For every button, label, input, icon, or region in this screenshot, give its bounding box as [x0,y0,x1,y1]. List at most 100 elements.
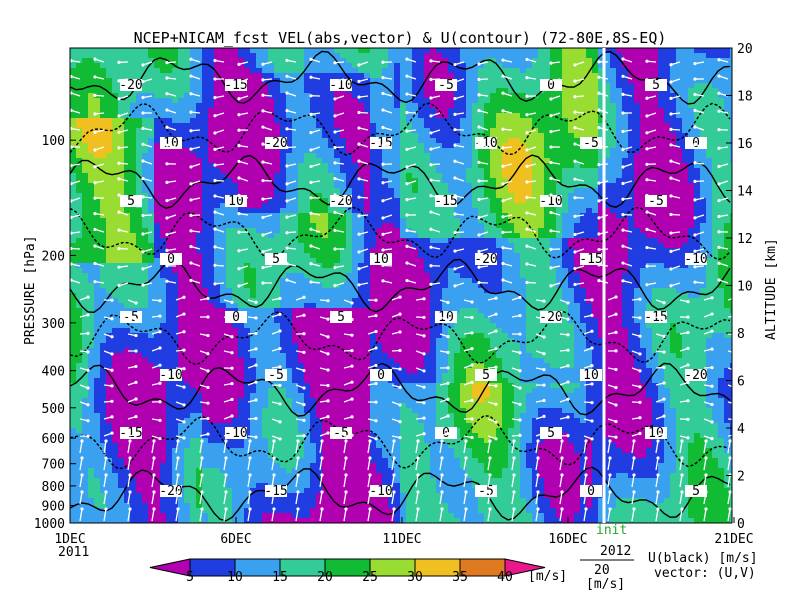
speed-cell [322,63,329,69]
speed-cell [544,53,551,59]
speed-cell [580,103,587,109]
speed-cell [322,238,329,244]
speed-cell [580,223,587,229]
speed-cell [100,63,107,69]
speed-cell [670,238,677,244]
speed-cell [106,143,113,149]
speed-cell [556,258,563,264]
speed-cell [454,153,461,159]
speed-cell [382,78,389,84]
speed-cell [76,53,83,59]
speed-cell [286,48,293,54]
speed-cell [394,143,401,149]
speed-cell [112,98,119,104]
speed-cell [556,223,563,229]
speed-cell [538,183,545,189]
speed-cell [304,143,311,149]
speed-cell [454,208,461,214]
speed-cell [76,88,83,94]
speed-cell [100,78,107,84]
speed-cell [550,93,557,99]
speed-cell [340,243,347,249]
speed-cell [640,83,647,89]
speed-cell [586,108,593,114]
speed-cell [256,48,263,54]
speed-cell [364,143,371,149]
speed-cell [688,118,695,124]
speed-cell [604,193,611,199]
speed-cell [598,123,605,129]
speed-cell [88,163,95,169]
speed-cell [472,88,479,94]
speed-cell [592,133,599,139]
speed-cell [112,58,119,64]
speed-cell [280,73,287,79]
speed-cell [508,258,515,264]
speed-cell [664,78,671,84]
speed-cell [724,203,731,209]
speed-cell [490,123,497,129]
speed-cell [568,113,575,119]
speed-cell [466,138,473,144]
speed-cell [496,183,503,189]
speed-cell [520,168,527,174]
speed-cell [454,98,461,104]
speed-cell [454,113,461,119]
speed-cell [664,163,671,169]
speed-cell [82,208,89,214]
speed-cell [172,123,179,129]
speed-cell [502,223,509,229]
speed-cell [304,103,311,109]
speed-cell [346,68,353,74]
speed-cell [670,188,677,194]
speed-cell [202,218,209,224]
speed-cell [658,68,665,74]
speed-cell [70,53,77,59]
speed-cell [484,248,491,254]
speed-cell [154,233,161,239]
speed-cell [292,143,299,149]
speed-cell [598,213,605,219]
speed-cell [718,128,725,134]
speed-cell [712,118,719,124]
speed-cell [280,108,287,114]
speed-cell [724,253,731,259]
speed-cell [562,213,569,219]
speed-cell [502,158,509,164]
speed-cell [316,268,323,274]
speed-cell [640,268,647,274]
speed-cell [622,158,629,164]
speed-cell [256,123,263,129]
speed-cell [490,233,497,239]
speed-cell [436,138,443,144]
speed-cell [466,123,473,129]
speed-cell [226,153,233,159]
speed-cell [604,48,611,54]
speed-cell [724,238,731,244]
speed-cell [436,228,443,234]
speed-cell [520,198,527,204]
speed-cell [172,88,179,94]
speed-cell [346,148,353,154]
speed-cell [190,173,197,179]
speed-cell [460,248,467,254]
speed-cell [418,258,425,264]
speed-cell [520,98,527,104]
speed-cell [232,253,239,259]
speed-cell [220,258,227,264]
speed-cell [676,153,683,159]
speed-cell [328,123,335,129]
speed-cell [514,228,521,234]
speed-cell [256,213,263,219]
speed-cell [172,103,179,109]
speed-cell [568,198,575,204]
speed-cell [412,198,419,204]
speed-cell [292,118,299,124]
speed-cell [514,68,521,74]
speed-cell [484,83,491,89]
speed-cell [592,63,599,69]
speed-cell [388,233,395,239]
speed-cell [436,258,443,264]
speed-cell [94,258,101,264]
speed-cell [688,98,695,104]
